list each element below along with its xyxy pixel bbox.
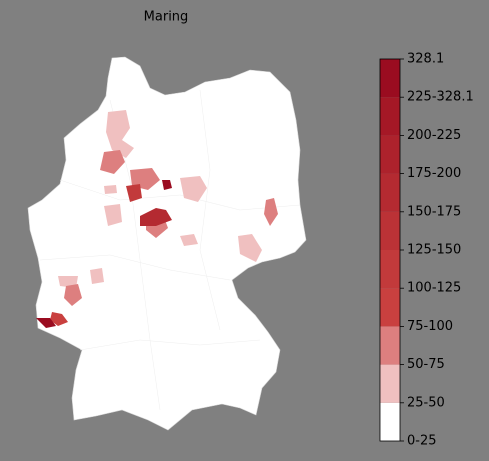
colorbar-label: 100-125 [407,281,461,296]
colorbar-segment [380,402,400,441]
colorbar-segment [380,288,400,327]
colorbar-label: 200-225 [407,128,461,143]
colorbar-segment [380,326,400,365]
district-fills [36,110,278,328]
colorbar-segment [380,173,400,212]
colorbar-segment [380,250,400,289]
colorbar: 0-25 25-50 50-75 75-100 100-125 125-150 150-17… [379,52,474,449]
colorbar-label: 0-25 [407,434,437,449]
colorbar-label: 75-100 [407,319,453,334]
colorbar-label: 125-150 [407,243,461,258]
colorbar-segment [380,135,400,174]
colorbar-label: 225-328.1 [407,90,474,105]
colorbar-segment [380,59,400,98]
colorbar-label: 150-175 [407,204,461,219]
germany-map [27,56,307,431]
map-title: Maring [144,10,189,25]
germany-outline [27,56,307,431]
colorbar-label: 50-75 [407,357,445,372]
colorbar-segment [380,211,400,250]
colorbar-label: 25-50 [407,395,445,410]
colorbar-label: 175-200 [407,166,461,181]
colorbar-segment [380,97,400,136]
colorbar-segment [380,364,400,403]
colorbar-label: 328.1 [407,52,444,67]
